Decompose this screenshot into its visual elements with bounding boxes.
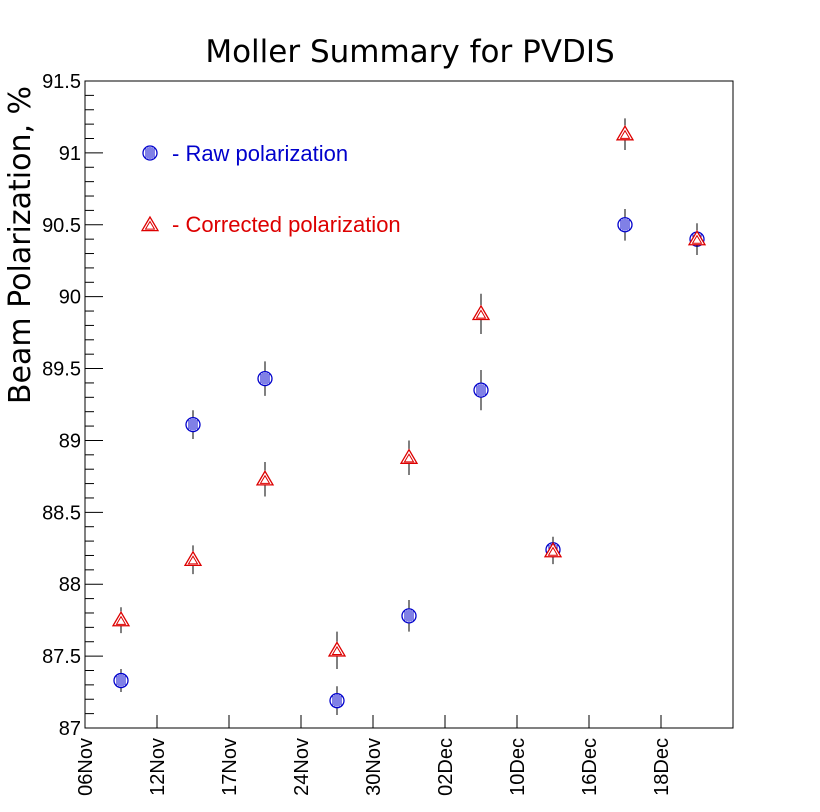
y-tick-label: 91 — [59, 143, 81, 165]
raw-polarization-point — [185, 416, 201, 433]
corrected-polarization-point — [399, 448, 419, 464]
axes: 87 87.5 88 88.5 89 89.5 90 90.5 91 91.5 06Nov 12Nov… — [42, 71, 673, 796]
legend-raw-marker — [142, 145, 158, 161]
y-tick-label: 87.5 — [42, 646, 81, 668]
raw-polarization-point — [257, 370, 273, 387]
corrected-polarization-point — [327, 641, 347, 657]
raw-polarization-point — [401, 608, 417, 624]
x-tick-label: 18Dec — [651, 738, 673, 796]
corrected-polarization-point — [471, 304, 491, 321]
legend-corrected-marker — [140, 215, 160, 232]
corrected-polarization-point — [111, 610, 131, 627]
legend-raw-label: - Raw polarization — [172, 141, 348, 166]
plot-frame — [84, 80, 734, 729]
y-tick-label: 88 — [59, 574, 81, 596]
x-tick-label: 16Dec — [579, 738, 601, 796]
y-tick-label: 87 — [59, 718, 81, 740]
y-tick-label: 89 — [59, 430, 81, 452]
data-marks — [111, 118, 707, 716]
y-tick-label: 88.5 — [42, 502, 81, 524]
x-tick-label: 30Nov — [363, 738, 385, 796]
corrected-polarization-point — [183, 550, 203, 567]
raw-polarization-point — [617, 217, 633, 233]
chart-title: Moller Summary for PVDIS — [205, 34, 614, 70]
x-tick-label: 06Nov — [75, 738, 97, 796]
corrected-polarization-point — [255, 469, 275, 486]
y-tick-label: 90 — [59, 287, 81, 309]
x-tick-label: 24Nov — [291, 738, 313, 796]
x-tick-label: 10Dec — [507, 738, 529, 796]
corrected-polarization-point — [543, 541, 563, 558]
y-axis-label: Beam Polarization, % — [3, 86, 38, 404]
raw-polarization-point — [329, 693, 345, 709]
y-tick-label: 90.5 — [42, 215, 81, 237]
y-tick-label: 89.5 — [42, 359, 81, 381]
y-tick-label: 91.5 — [42, 71, 81, 93]
x-tick-label: 12Nov — [147, 738, 169, 796]
raw-polarization-point — [113, 672, 129, 689]
corrected-polarization-point — [615, 124, 635, 141]
legend-corrected-label: - Corrected polarization — [172, 212, 401, 237]
corrected-polarization-point — [687, 229, 707, 246]
legend: - Raw polarization - Corrected polarizati… — [140, 141, 401, 237]
raw-polarization-point — [473, 382, 489, 398]
x-tick-label: 17Nov — [219, 738, 241, 796]
x-tick-label: 02Dec — [435, 738, 457, 796]
